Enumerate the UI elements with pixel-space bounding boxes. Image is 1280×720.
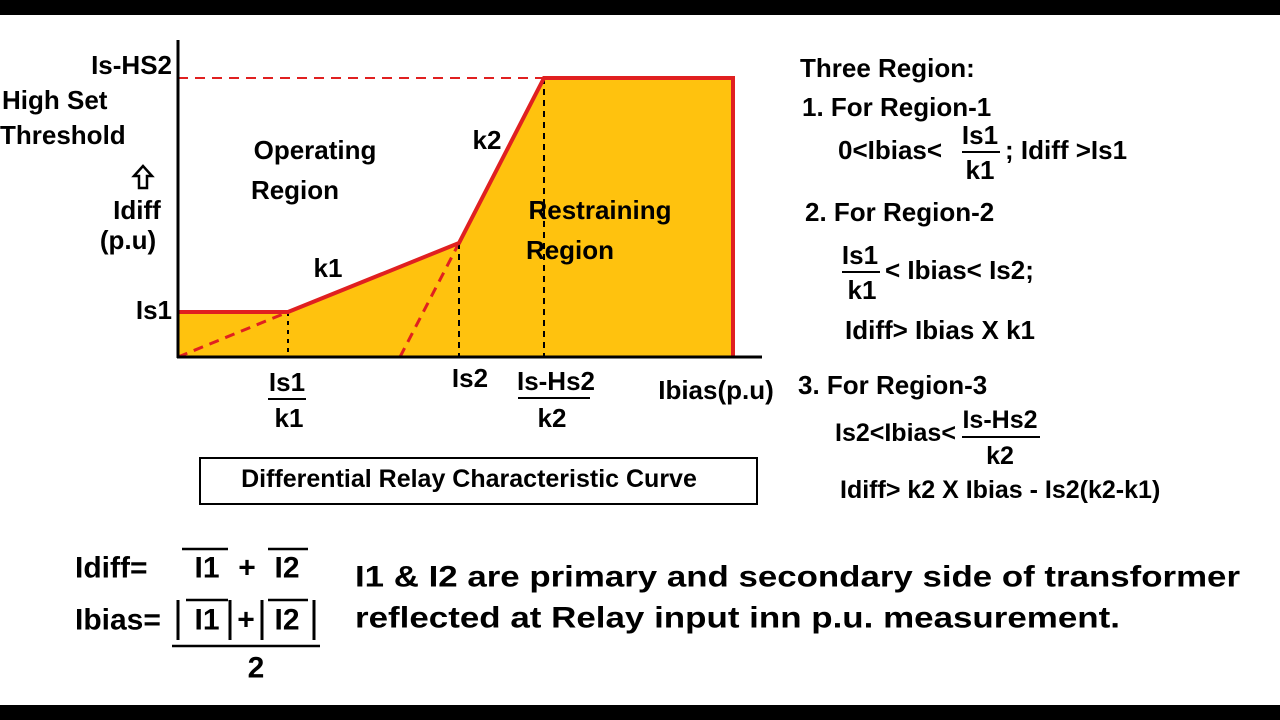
caption-box	[199, 457, 758, 505]
condition: Is-Hs2	[962, 406, 1037, 434]
formula: I1	[194, 604, 219, 637]
region-label: Restraining	[528, 195, 671, 225]
formula: 2	[248, 652, 265, 685]
condition: Idiff> k2 X Ibias - Is2(k2-k1)	[840, 476, 1160, 504]
formula: +	[237, 604, 255, 637]
region-label: Region	[251, 175, 339, 205]
formula: Idiff=	[75, 552, 148, 585]
note: I1 & I2 are primary and secondary side o…	[355, 561, 1240, 594]
formula: I2	[274, 552, 299, 585]
formula: I2	[274, 604, 299, 637]
region-heading: 2. For Region-2	[805, 197, 994, 227]
formula: Ibias=	[75, 604, 161, 637]
characteristic-curve	[178, 76, 735, 357]
region-heading: 1. For Region-1	[802, 92, 991, 122]
x-label: Is2	[452, 363, 488, 393]
region-label: Region	[526, 235, 614, 265]
region-label: Operating	[254, 135, 377, 165]
condition: k1	[966, 155, 995, 185]
condition: k2	[986, 442, 1014, 470]
condition: < Ibias< Is2;	[885, 255, 1034, 285]
condition: Is2<Ibias<	[835, 419, 956, 447]
restraining-area	[178, 78, 733, 357]
slope-label: k2	[473, 125, 502, 155]
y-label: Threshold	[0, 120, 126, 150]
dashed-line	[398, 242, 461, 358]
x-label: Ibias(p.u)	[658, 375, 774, 405]
y-label: Idiff	[113, 195, 161, 225]
y-label: (p.u)	[100, 225, 156, 255]
slope-label: k1	[314, 253, 343, 283]
condition: Is1	[962, 120, 998, 150]
caption: Differential Relay Characteristic Curve	[241, 465, 697, 493]
note: reflected at Relay input inn p.u. measur…	[355, 602, 1120, 635]
x-label: Is1	[269, 367, 305, 397]
dashed-line	[177, 310, 289, 359]
condition: k1	[848, 275, 877, 305]
x-label: k2	[538, 403, 567, 433]
condition: Is1	[842, 240, 878, 270]
x-label: k1	[275, 403, 304, 433]
y-label: High Set	[2, 85, 108, 115]
formula: +	[238, 552, 256, 585]
panel-title: Three Region:	[800, 53, 975, 83]
condition: 0<Ibias<	[838, 135, 942, 165]
y-label: Is-HS2	[91, 50, 172, 80]
condition: Idiff> Ibias X k1	[845, 315, 1035, 345]
condition: ; Idiff >Is1	[1005, 135, 1127, 165]
formula: I1	[194, 552, 219, 585]
region-heading: 3. For Region-3	[798, 370, 987, 400]
up-arrow	[131, 164, 155, 190]
x-label: Is-Hs2	[517, 366, 595, 396]
y-label: Is1	[136, 295, 172, 325]
